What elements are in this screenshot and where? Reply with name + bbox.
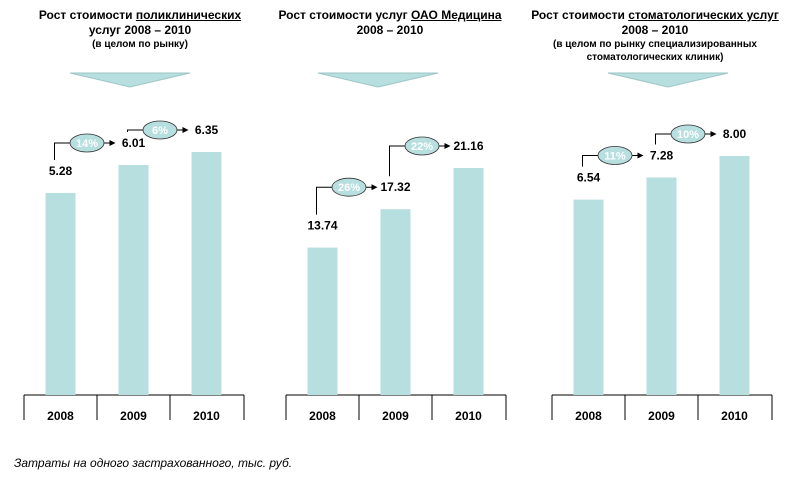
footnote: Затраты на одного застрахованного, тыс. … <box>14 456 293 470</box>
chart-3-growth-pill-1 <box>597 146 633 165</box>
chart-2-x-tick-label-2010: 2010 <box>455 409 482 423</box>
chart-1-title-arrow <box>69 72 191 88</box>
chart-2-bar-2008 <box>307 247 338 395</box>
chart-2-bar-2010 <box>453 168 484 395</box>
chart-2-growth-arrowhead-1 <box>371 184 378 191</box>
chart-1-x-tick-label-2009: 2009 <box>120 409 147 423</box>
chart-2-value-label-2008: 13.74 <box>307 219 337 233</box>
chart-2-growth-pill-1 <box>331 177 367 197</box>
chart-1-title-post: услуг 2008 – 2010 <box>88 23 192 37</box>
chart-3-bar-2009 <box>646 177 677 395</box>
chart-3-title: Рост стоимости стоматологических услуг 2… <box>525 8 785 64</box>
chart-2-title-pre: Рост стоимости услуг <box>278 8 411 22</box>
chart-3-value-label-2008: 6.54 <box>577 171 601 185</box>
chart-3-growth-label-1: 11% <box>604 151 626 163</box>
chart-1-value-label-2010: 6.35 <box>195 123 219 137</box>
chart-3-subtitle: (в целом по рынку специализированных сто… <box>553 39 757 63</box>
chart-3-title-arrow <box>607 72 729 88</box>
chart-2-growth-pill-2 <box>404 136 440 156</box>
chart-3-x-tick-label-2008: 2008 <box>575 409 602 423</box>
chart-2-bar-2009 <box>380 209 411 395</box>
chart-2-value-label-2009: 17.32 <box>380 180 410 194</box>
chart-1-x-tick-label-2010: 2010 <box>193 409 220 423</box>
chart-2-growth-label-2: 22% <box>411 141 433 153</box>
chart-3-title-post: 2008 – 2010 <box>621 23 689 37</box>
chart-1-growth-label-1: 14% <box>76 138 98 150</box>
chart-1-bar-2010 <box>191 152 222 395</box>
chart-1-title-underlined: поликлинических <box>135 8 242 22</box>
chart-2-value-label-2010: 21.16 <box>453 139 483 153</box>
chart-3-x-tick-label-2009: 2009 <box>648 409 675 423</box>
chart-1-growth-arrowhead-2 <box>182 127 189 133</box>
chart-2-title: Рост стоимости услуг ОАО Медицина 2008 –… <box>255 8 525 38</box>
chart-2-title-arrow <box>317 72 439 88</box>
chart-2-growth-arrowhead-2 <box>444 143 451 149</box>
chart-2-x-tick-label-2008: 2008 <box>309 409 336 423</box>
chart-3-value-label-2010: 8.00 <box>723 127 747 141</box>
chart-1-growth-arrowhead-1 <box>109 140 116 147</box>
chart-3-growth-arrowhead-2 <box>710 131 717 137</box>
chart-3-bar-2010 <box>719 156 750 395</box>
chart-1-title: Рост стоимости поликлинических услуг 200… <box>20 8 260 51</box>
chart-3-growth-label-2: 10% <box>677 129 699 141</box>
chart-3-x-tick-label-2010: 2010 <box>721 409 748 423</box>
chart-3-growth-pill-2 <box>670 124 706 144</box>
chart-1-bar-2009 <box>118 165 149 395</box>
chart-3-bar-2008 <box>573 199 604 395</box>
chart-1-growth-pill-2 <box>142 120 178 140</box>
chart-3-title-underlined: стоматологических услуг <box>628 8 779 22</box>
chart-1-growth-label-2: 6% <box>152 125 168 137</box>
chart-1-value-label-2008: 5.28 <box>49 164 73 178</box>
chart-1-title-pre: Рост стоимости <box>38 8 136 22</box>
chart-3-title-pre: Рост стоимости <box>531 8 629 22</box>
chart-1-bar-2008 <box>45 192 76 395</box>
chart-1-subtitle: (в целом по рынку) <box>92 39 188 50</box>
chart-1-x-tick-label-2008: 2008 <box>47 409 74 423</box>
chart-1-value-label-2009: 6.01 <box>122 136 146 150</box>
chart-2-title-underlined: ОАО Медицина <box>410 8 502 22</box>
chart-3-value-label-2009: 7.28 <box>650 149 674 163</box>
chart-1-growth-pill-1 <box>69 133 105 153</box>
chart-2-x-tick-label-2009: 2009 <box>382 409 409 423</box>
chart-2-growth-label-1: 26% <box>338 182 360 194</box>
chart-2-title-post: 2008 – 2010 <box>356 23 424 37</box>
chart-3-growth-arrowhead-1 <box>637 152 644 159</box>
